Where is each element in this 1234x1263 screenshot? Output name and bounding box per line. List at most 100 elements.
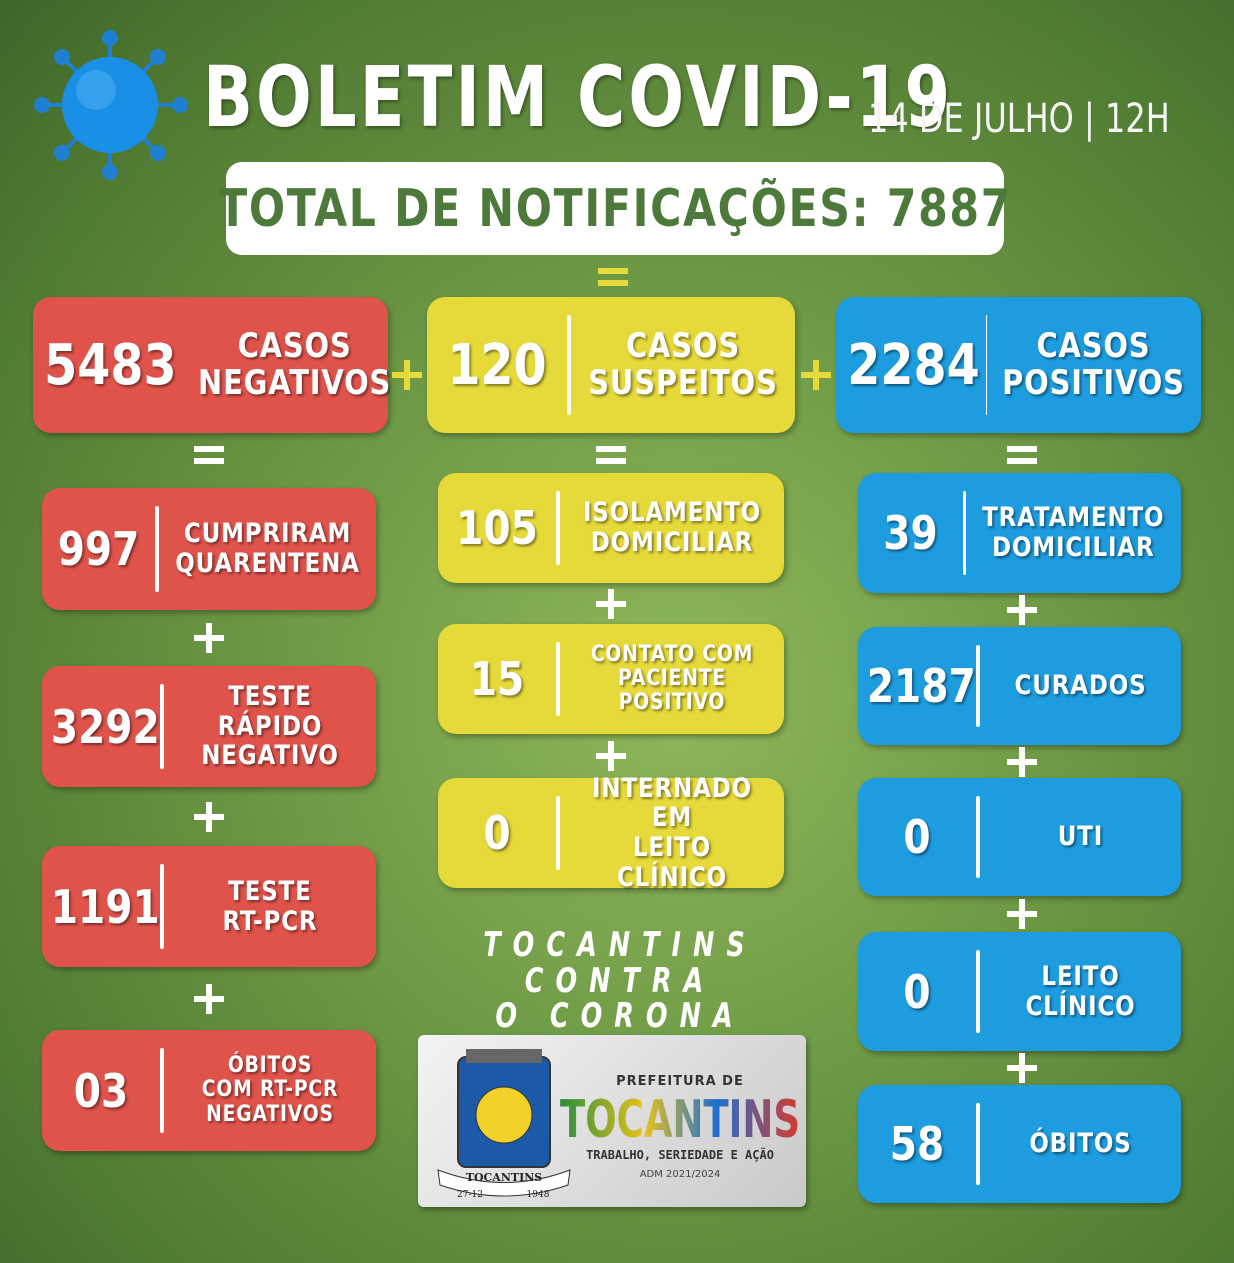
stat-box: 03 ÓBITOS COM RT-PCR NEGATIVOS (42, 1030, 376, 1151)
equals-sign (598, 262, 628, 292)
sign-bar (596, 458, 626, 464)
logo-term: ADM 2021/2024 (640, 1169, 721, 1180)
divider (160, 1048, 164, 1133)
stat-box: 0 UTI (858, 778, 1181, 896)
stat-box: 15 CONTATO COM PACIENTE POSITIVO (438, 624, 784, 734)
stat-value: 2284 (847, 332, 980, 398)
seal-day: 27-12 (457, 1190, 483, 1200)
stat-label: CASOS NEGATIVOS (198, 325, 392, 403)
stat-value: 58 (889, 1117, 945, 1171)
plus-sign (596, 588, 626, 619)
logo-motto: TRABALHO, SERIEDADE E AÇÃO (586, 1147, 774, 1162)
virus-icon (34, 30, 188, 180)
divider (556, 491, 560, 565)
sign-bar (813, 360, 819, 390)
divider (976, 796, 980, 878)
divider (160, 684, 164, 769)
stat-box: 120 CASOS SUSPEITOS (427, 297, 795, 433)
sign-bar (1019, 1053, 1025, 1083)
sign-bar (596, 446, 626, 452)
divider (976, 950, 980, 1033)
title: BOLETIM COVID-19 (203, 48, 954, 146)
total: TOTAL DE NOTIFICAÇÕES: 7887 (218, 178, 1012, 239)
divider (155, 506, 159, 592)
equals-sign (1007, 440, 1037, 470)
stat-box: 0 INTERNADO EM LEITO CLÍNICO (438, 773, 784, 892)
plus-sign (194, 983, 224, 1014)
plus-sign (1007, 746, 1037, 777)
divider (962, 491, 967, 575)
stat-box: 39 TRATAMENTO DOMICILIAR (858, 473, 1181, 593)
divider (160, 864, 164, 949)
sign-bar (598, 268, 628, 274)
stat-value: 105 (456, 501, 538, 555)
sign-bar (206, 801, 212, 832)
plus-sign (1007, 899, 1037, 929)
stat-value: 03 (73, 1063, 129, 1118)
stat-box: 105 ISOLAMENTO DOMICILIAR (438, 473, 784, 583)
stat-label: LEITO CLÍNICO (1025, 960, 1136, 1022)
stat-value: 2187 (866, 659, 976, 713)
sign-bar (1019, 595, 1025, 625)
sign-bar (608, 741, 614, 771)
stat-value: 997 (57, 522, 140, 576)
stat-box: 3292 TESTE RÁPIDO NEGATIVO (42, 666, 376, 787)
stat-label: INTERNADO EM LEITO CLÍNICO (592, 772, 752, 893)
stat-value: 5483 (44, 332, 177, 398)
plus-sign (801, 360, 831, 390)
stat-label: TESTE RÁPIDO NEGATIVO (201, 680, 339, 772)
sign-bar (194, 446, 224, 452)
seal-bell (475, 1086, 533, 1144)
plus-sign (1007, 595, 1037, 625)
stat-value: 120 (447, 332, 547, 398)
stat-label: CASOS SUSPEITOS (588, 325, 778, 403)
slogan: TOCANTINS CONTRA O CORONA (483, 925, 757, 1037)
divider (556, 796, 560, 870)
equals-sign (596, 440, 626, 470)
stat-box: 1191 TESTE RT-PCR (42, 846, 376, 967)
divider (567, 315, 571, 415)
plus-sign (392, 360, 422, 390)
divider (556, 642, 560, 716)
stat-value: 0 (483, 806, 511, 860)
seal-year: 1948 (527, 1190, 550, 1200)
seal-crown (466, 1049, 542, 1063)
divider (976, 645, 980, 727)
sign-bar (194, 458, 224, 464)
stat-label: TESTE RT-PCR (222, 875, 318, 937)
total-box: TOTAL DE NOTIFICAÇÕES: 7887 (218, 162, 1010, 255)
stat-box: 997 CUMPRIRAM QUARENTENA (42, 488, 376, 610)
plus-sign (194, 623, 224, 653)
stat-label: CONTATO COM PACIENTE POSITIVO (590, 641, 754, 716)
divider (976, 1103, 980, 1185)
stat-box: 2187 CURADOS (858, 627, 1181, 745)
stat-box: 58 ÓBITOS (858, 1085, 1181, 1203)
stat-label: ÓBITOS COM RT-PCR NEGATIVOS (201, 1053, 339, 1127)
stat-label: UTI (1057, 821, 1104, 853)
plus-sign (194, 801, 224, 832)
stat-value: 39 (883, 506, 938, 560)
stat-label: CURADOS (1014, 670, 1147, 702)
plus-sign (1007, 1053, 1037, 1083)
seal-ribbon (437, 1169, 571, 1197)
logo: TOCANTINS 27-12 1948 PREFEITURA DE TOCAN… (418, 1035, 806, 1207)
stat-value: 15 (469, 652, 525, 706)
logo-name: TOCANTINS (560, 1090, 800, 1150)
sign-bar (1019, 746, 1025, 777)
stat-value: 0 (903, 810, 931, 864)
logo-art: TOCANTINS 27-12 1948 PREFEITURA DE TOCAN… (437, 1049, 800, 1200)
logo-prefix: PREFEITURA DE (616, 1074, 744, 1089)
stat-value: 3292 (50, 699, 160, 754)
sign-bar (1007, 446, 1037, 452)
seal-name: TOCANTINS (466, 1171, 542, 1184)
stat-label: CUMPRIRAM QUARENTENA (175, 518, 360, 579)
stat-box: 2284 CASOS POSITIVOS (836, 297, 1201, 433)
stat-box: 0 LEITO CLÍNICO (858, 932, 1181, 1051)
stat-box: 5483 CASOS NEGATIVOS (33, 297, 392, 433)
sign-bar (1007, 458, 1037, 464)
plus-sign (596, 741, 626, 771)
sign-bar (598, 280, 628, 286)
sign-bar (404, 360, 410, 390)
stat-label: TRATAMENTO DOMICILIAR (982, 502, 1165, 563)
